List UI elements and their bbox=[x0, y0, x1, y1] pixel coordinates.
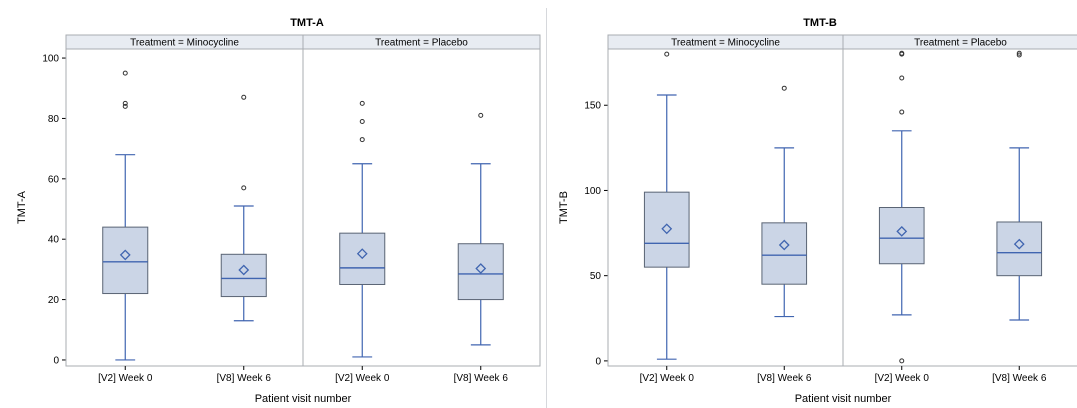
y-tick-label: 40 bbox=[48, 235, 60, 246]
panel-header-label: Treatment = Minocycline bbox=[130, 38, 239, 49]
outlier-point bbox=[899, 50, 905, 56]
panel-header-label: Treatment = Minocycline bbox=[671, 38, 780, 49]
outlier-point bbox=[241, 185, 247, 191]
outlier-point bbox=[122, 103, 128, 109]
mean-marker bbox=[238, 264, 250, 276]
panel-frame bbox=[607, 48, 844, 367]
y-tick-label: 50 bbox=[590, 271, 602, 282]
iqr-box bbox=[643, 191, 690, 268]
outlier-point bbox=[122, 70, 128, 76]
mean-marker bbox=[475, 263, 487, 274]
outlier-point bbox=[359, 137, 365, 143]
panel-frame bbox=[842, 48, 1077, 367]
mean-marker bbox=[119, 249, 131, 261]
iqr-box bbox=[761, 222, 808, 285]
mean-marker bbox=[778, 239, 790, 251]
y-tick-label: 60 bbox=[48, 174, 60, 185]
mean-marker bbox=[1013, 238, 1025, 250]
outlier-point bbox=[781, 85, 787, 91]
y-axis-title: TMT-A bbox=[16, 190, 28, 224]
chart-title: TMT-A bbox=[290, 17, 324, 29]
outlier-point bbox=[899, 358, 905, 364]
y-tick-label: 80 bbox=[48, 114, 60, 125]
iqr-box bbox=[220, 253, 267, 298]
outlier-point bbox=[122, 100, 128, 106]
x-tick-label: [V8] Week 6 bbox=[757, 373, 812, 384]
outlier-point bbox=[359, 118, 365, 124]
outlier-point bbox=[359, 100, 365, 106]
outlier-point bbox=[1016, 50, 1022, 56]
mean-marker bbox=[896, 225, 908, 237]
x-tick-label: [V8] Week 6 bbox=[217, 373, 272, 384]
y-axis-title: TMT-B bbox=[558, 191, 570, 224]
y-tick-label: 150 bbox=[584, 101, 601, 112]
x-tick-label: [V2] Week 0 bbox=[875, 373, 930, 384]
iqr-box bbox=[102, 226, 149, 295]
y-tick-label: 0 bbox=[595, 356, 601, 367]
x-tick-label: [V8] Week 6 bbox=[992, 373, 1047, 384]
panel-header-label: Treatment = Placebo bbox=[914, 38, 1007, 49]
outlier-point bbox=[1016, 52, 1022, 58]
x-tick-label: [V2] Week 0 bbox=[98, 373, 153, 384]
mean-marker bbox=[661, 223, 673, 235]
x-axis-title: Patient visit number bbox=[255, 393, 352, 405]
panel-header-label: Treatment = Placebo bbox=[375, 38, 468, 49]
y-tick-label: 100 bbox=[42, 54, 59, 65]
y-tick-label: 0 bbox=[53, 355, 59, 366]
outlier-point bbox=[899, 109, 905, 115]
mean-marker bbox=[356, 248, 368, 260]
iqr-box bbox=[457, 243, 504, 301]
outlier-point bbox=[664, 51, 670, 57]
y-tick-label: 20 bbox=[48, 295, 60, 306]
x-tick-label: [V2] Week 0 bbox=[640, 373, 695, 384]
x-tick-label: [V2] Week 0 bbox=[335, 373, 390, 384]
y-tick-label: 100 bbox=[584, 186, 601, 197]
x-tick-label: [V8] Week 6 bbox=[454, 373, 509, 384]
outlier-point bbox=[478, 112, 484, 118]
x-axis-title: Patient visit number bbox=[795, 393, 892, 405]
panel-frame bbox=[65, 48, 304, 367]
outlier-point bbox=[241, 94, 247, 100]
outlier-point bbox=[899, 75, 905, 81]
panel-frame bbox=[302, 48, 541, 367]
chart-title: TMT-B bbox=[803, 17, 837, 29]
